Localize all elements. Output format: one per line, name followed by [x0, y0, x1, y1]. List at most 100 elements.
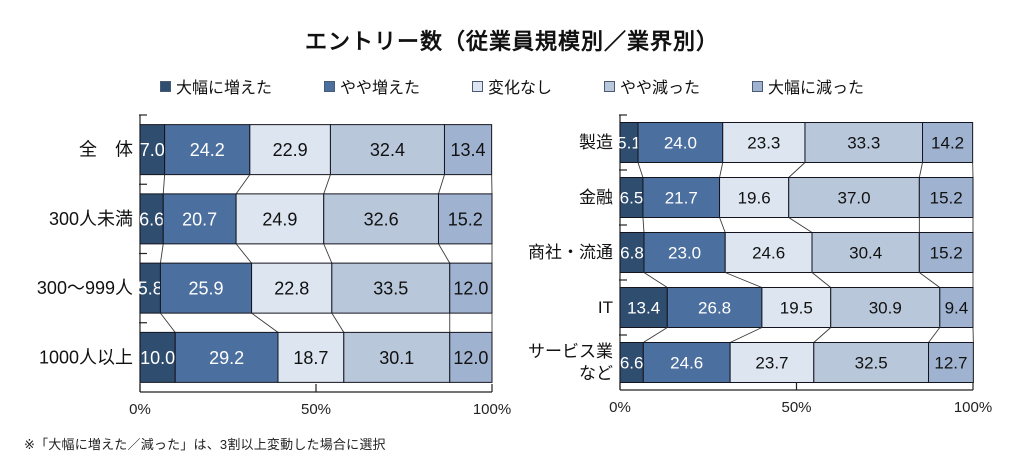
- bar-segment: [343, 331, 451, 383]
- category-label: 300〜999人: [37, 278, 133, 298]
- chart-title: エントリー数（従業員規模別／業界別）: [304, 29, 719, 54]
- category-label: 全 体: [79, 140, 133, 160]
- connector-line: [637, 162, 644, 178]
- bar-value: 29.2: [209, 348, 244, 368]
- bar-value: 19.5: [780, 299, 813, 318]
- bar-segment: [724, 232, 813, 273]
- connector-line: [788, 162, 806, 178]
- legend-label: 大幅に減った: [768, 80, 865, 97]
- bar-segment: [164, 124, 251, 176]
- bar-value: 18.7: [293, 348, 328, 368]
- connector-line: [251, 312, 279, 333]
- bar-segment: [174, 331, 279, 383]
- bar-value: 7.0: [140, 140, 165, 160]
- bar-value: 23.7: [755, 354, 788, 373]
- bar-segment: [139, 331, 176, 383]
- bar-value: 24.6: [670, 354, 703, 373]
- bar-segment: [449, 331, 493, 383]
- x-tick-label: 100%: [473, 401, 511, 418]
- legend-swatch-icon: [471, 80, 483, 92]
- bar-value: 32.5: [855, 354, 888, 373]
- bar-value: 32.4: [370, 140, 405, 160]
- connector-line: [162, 174, 166, 194]
- bar-value: 30.4: [849, 244, 882, 263]
- bar-segment: [830, 287, 941, 328]
- bar-value: 12.0: [453, 348, 488, 368]
- legend-swatch-icon: [323, 80, 335, 92]
- bar-segment: [939, 287, 974, 328]
- legend-label: やや増えた: [339, 80, 420, 97]
- category-label: 金融: [579, 188, 613, 207]
- bar-value: 13.4: [627, 299, 660, 318]
- connector-line: [323, 243, 333, 264]
- bar-value: 21.7: [665, 189, 698, 208]
- connector-line: [643, 327, 668, 343]
- connector-line: [719, 217, 726, 233]
- bar-value: 23.0: [668, 244, 701, 263]
- x-tick-label: 50%: [301, 401, 331, 418]
- legend-item: やや増えた: [323, 74, 420, 98]
- bar-value: 12.0: [453, 279, 488, 299]
- bar-value: 26.8: [698, 299, 731, 318]
- legend-label: 変化なし: [487, 80, 552, 97]
- connector-line: [642, 217, 645, 233]
- category-label: など: [579, 364, 613, 383]
- connector-line: [729, 327, 763, 343]
- bar-segment: [729, 342, 815, 383]
- bar-segment: [249, 124, 331, 176]
- connector-line: [438, 243, 451, 264]
- bar-segment: [437, 193, 493, 245]
- legend-item: やや減った: [604, 74, 700, 98]
- connector-line: [719, 162, 724, 178]
- bar-value: 24.9: [262, 209, 297, 229]
- connector-line: [813, 327, 832, 343]
- footnote: ※「大幅に増えた／減った」は、3割以上変動した場合に選択: [24, 437, 386, 452]
- bar-segment: [918, 177, 974, 218]
- bar-value: 25.9: [188, 279, 223, 299]
- bar-segment: [329, 124, 445, 176]
- bar-segment: [811, 232, 920, 273]
- bar-segment: [804, 122, 924, 163]
- bar-segment: [331, 262, 451, 314]
- x-tick-label: 100%: [954, 399, 992, 416]
- connector-line: [811, 272, 832, 288]
- bar-value: 30.9: [869, 299, 902, 318]
- bar-segment: [277, 331, 345, 383]
- bar-segment: [928, 342, 974, 383]
- x-tick-label: 50%: [781, 399, 811, 416]
- bar-value: 33.5: [373, 279, 408, 299]
- bar-segment: [813, 342, 930, 383]
- bar-value: 6.5: [620, 189, 644, 208]
- x-tick-label: 0%: [609, 399, 631, 416]
- category-label: IT: [598, 298, 613, 317]
- bar-value: 24.2: [190, 140, 225, 160]
- bar-value: 5.8: [138, 279, 163, 299]
- connector-line: [160, 312, 176, 333]
- bar-segment: [323, 193, 439, 245]
- connector-line: [159, 243, 164, 264]
- bar-value: 24.0: [664, 134, 697, 153]
- bar-segment: [719, 177, 790, 218]
- connector-line: [788, 217, 813, 233]
- category-label: 商社・流通: [528, 243, 613, 262]
- bar-value: 24.6: [752, 244, 785, 263]
- bar-segment: [159, 262, 253, 314]
- bar-value: 32.6: [364, 209, 399, 229]
- legend-item: 大幅に減った: [752, 74, 864, 98]
- connector-line: [235, 243, 252, 264]
- bar-value: 14.2: [931, 134, 964, 153]
- bar-segment: [162, 193, 237, 245]
- bar-value: 6.6: [139, 209, 164, 229]
- bar-value: 22.9: [273, 140, 308, 160]
- bar-value: 15.2: [448, 209, 483, 229]
- bar-segment: [443, 124, 493, 176]
- legend-swatch-icon: [159, 80, 171, 92]
- bar-value: 19.6: [738, 189, 771, 208]
- bar-value: 15.2: [930, 244, 963, 263]
- x-tick-label: 0%: [129, 401, 151, 418]
- bar-value: 23.3: [747, 134, 780, 153]
- connector-line: [323, 174, 331, 195]
- legend-item: 変化なし: [471, 74, 552, 98]
- bar-segment: [619, 232, 645, 273]
- bar-value: 30.1: [379, 348, 414, 368]
